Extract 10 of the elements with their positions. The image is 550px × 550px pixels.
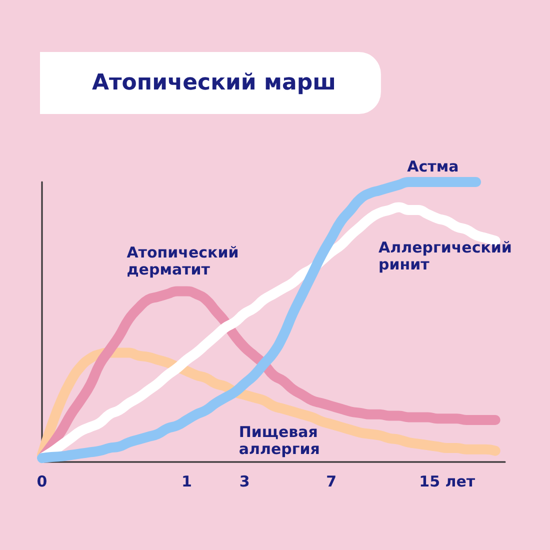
x-tick-label: 0 [36, 472, 48, 490]
x-tick-label: 3 [239, 472, 250, 490]
series-label: Атопический дерматит [126, 244, 239, 279]
series-label: Аллергический ринит [378, 238, 512, 274]
series-label: Астма [407, 158, 459, 176]
x-tick-label: 7 [326, 472, 337, 490]
series-label: Пищевая аллергия [238, 422, 320, 458]
chart-title: Атопический марш [92, 70, 336, 96]
x-tick-label: 1 [181, 472, 192, 490]
x-tick-label: 15 лет [419, 472, 476, 490]
